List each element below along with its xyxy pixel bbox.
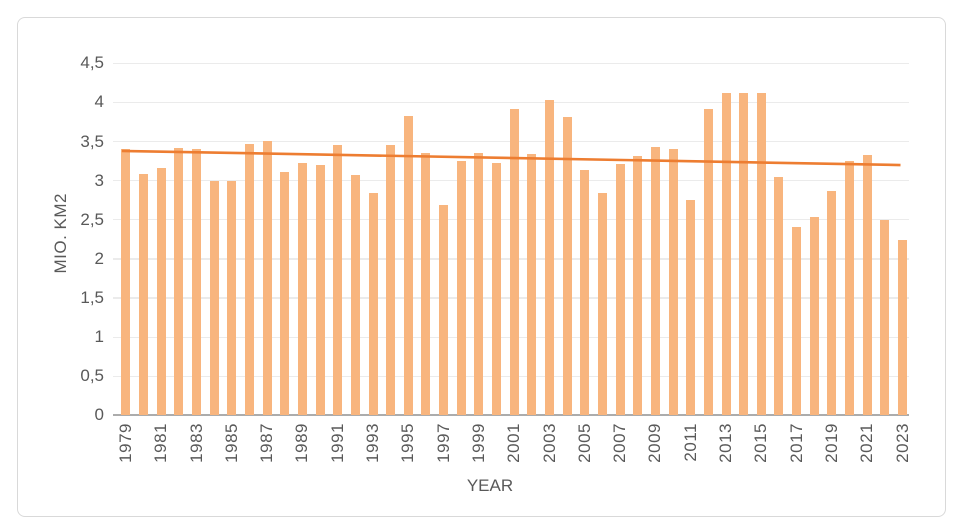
bar xyxy=(403,115,413,416)
bar xyxy=(597,193,607,416)
bar xyxy=(898,240,907,416)
y-tick-label: 3,5 xyxy=(80,131,104,151)
x-tick-label: 2005 xyxy=(574,423,594,463)
bar xyxy=(121,148,131,416)
x-tick-label: 2015 xyxy=(751,423,771,463)
y-tick-label: 0 xyxy=(94,405,104,425)
bar xyxy=(721,93,731,416)
x-tick-label: 1993 xyxy=(363,423,382,463)
bar xyxy=(527,154,537,416)
bar xyxy=(139,174,149,416)
x-tick-label: 2023 xyxy=(892,423,912,463)
x-tick-label: 2009 xyxy=(645,423,665,463)
bar xyxy=(492,163,502,416)
bar xyxy=(633,155,643,416)
x-tick-label: 1979 xyxy=(115,423,135,463)
bar xyxy=(562,117,572,416)
bar xyxy=(174,147,184,416)
x-tick-label: 2017 xyxy=(786,423,806,463)
x-tick-label: 1987 xyxy=(257,423,277,463)
bar xyxy=(509,108,519,416)
y-axis-title: MIO. KM2 xyxy=(51,193,70,274)
y-tick-label: 2 xyxy=(94,248,104,268)
x-tick-label: 2019 xyxy=(821,423,841,463)
bar xyxy=(880,219,890,416)
x-tick-label: 1985 xyxy=(221,423,241,463)
y-tick-label: 0,5 xyxy=(80,366,104,386)
x-tick-label: 1999 xyxy=(468,423,488,463)
bar xyxy=(456,161,466,416)
bar xyxy=(421,153,431,416)
gridline xyxy=(113,62,909,64)
bar xyxy=(739,93,749,416)
y-tick-label: 3 xyxy=(94,170,104,190)
x-tick-label: 1995 xyxy=(398,423,418,463)
bar xyxy=(809,217,819,416)
x-axis-line xyxy=(113,414,909,417)
bar xyxy=(650,147,660,416)
x-axis-title: YEAR xyxy=(466,476,514,495)
bar xyxy=(545,100,554,416)
bar xyxy=(244,143,254,416)
bar xyxy=(368,193,378,416)
bar xyxy=(756,93,766,416)
bar xyxy=(862,154,872,416)
y-tick-label: 1,5 xyxy=(80,288,104,308)
gridline xyxy=(113,101,909,104)
y-tick-label: 1 xyxy=(94,327,104,347)
bar xyxy=(386,144,396,416)
bar xyxy=(774,176,784,416)
x-tick-label: 2011 xyxy=(680,423,700,462)
bar xyxy=(315,165,325,416)
bar xyxy=(439,204,449,416)
y-tick-label: 4 xyxy=(94,92,104,112)
x-tick-label: 2003 xyxy=(539,423,559,463)
x-tick-label: 1981 xyxy=(151,423,171,463)
bar xyxy=(845,161,855,416)
bar xyxy=(474,153,484,416)
bar xyxy=(280,172,290,416)
bar xyxy=(297,162,307,416)
y-tick-label: 4,5 xyxy=(80,53,104,73)
bar xyxy=(333,144,343,416)
bar xyxy=(209,181,219,416)
x-tick-label: 1991 xyxy=(327,423,347,463)
bar xyxy=(227,181,237,416)
bar xyxy=(668,148,678,416)
bar xyxy=(827,190,837,416)
x-tick-label: 2007 xyxy=(610,423,630,463)
x-tick-label: 1989 xyxy=(292,423,312,463)
x-tick-label: 2021 xyxy=(857,423,877,463)
bar xyxy=(615,164,625,416)
bar xyxy=(262,140,272,416)
bar xyxy=(686,200,696,416)
bar xyxy=(192,149,201,416)
x-tick-label: 1983 xyxy=(186,423,206,463)
x-tick-label: 2001 xyxy=(504,423,524,463)
bar xyxy=(156,168,166,416)
x-tick-label: 2013 xyxy=(716,423,735,463)
bar xyxy=(703,108,713,416)
y-tick-label: 2,5 xyxy=(80,209,104,229)
bar xyxy=(350,175,360,416)
bar xyxy=(792,226,802,416)
x-tick-label: 1997 xyxy=(433,423,453,463)
bar xyxy=(580,169,590,416)
